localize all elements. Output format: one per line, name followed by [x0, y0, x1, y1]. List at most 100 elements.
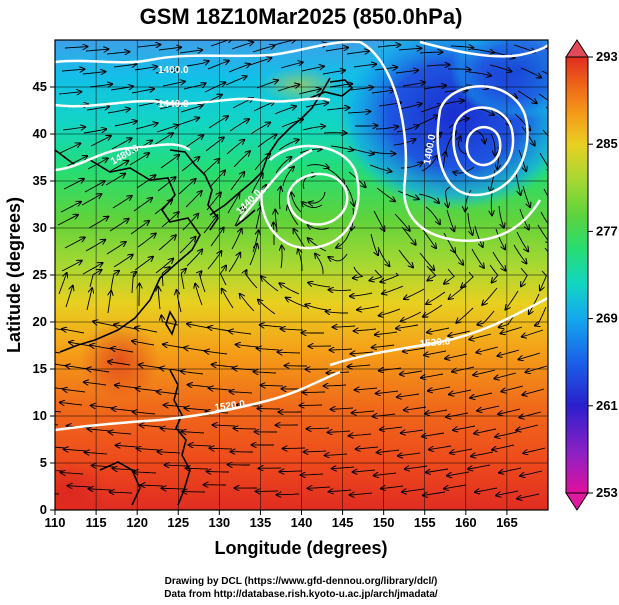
streamline: [307, 428, 330, 429]
streamline: [517, 493, 540, 499]
streamline: [419, 252, 434, 270]
y-tick-label: 5: [40, 455, 47, 470]
streamline: [88, 217, 108, 229]
y-tick-label: 25: [33, 267, 47, 282]
streamline: [298, 249, 303, 271]
streamline: [113, 64, 136, 67]
streamline: [134, 257, 153, 271]
streamline: [499, 467, 522, 473]
x-tick-label: 165: [496, 515, 518, 530]
y-tick-label: 15: [33, 361, 47, 376]
streamline: [405, 466, 428, 469]
streamline: [254, 372, 277, 373]
streamline: [369, 164, 391, 172]
streamline: [492, 251, 506, 271]
streamline: [417, 116, 438, 126]
streamline: [444, 268, 455, 284]
streamline: [540, 270, 547, 290]
streamline: [202, 159, 219, 175]
streamline: [446, 186, 450, 207]
streamline: [543, 188, 548, 198]
streamline: [351, 148, 374, 154]
streamline: [281, 246, 282, 269]
streamline: [90, 345, 113, 350]
colorbar-ticks: 293 285 277 269 261 253: [588, 49, 618, 500]
streamline: [300, 405, 323, 406]
streamline: [355, 388, 378, 390]
streamline: [133, 198, 152, 212]
streamline: [68, 486, 91, 487]
streamline: [422, 229, 436, 248]
streamline: [404, 288, 425, 299]
streamline: [82, 263, 103, 275]
streamline: [158, 47, 181, 50]
streamline: [91, 406, 114, 409]
streamline: [473, 369, 496, 375]
streamline: [402, 82, 425, 87]
streamline: [492, 444, 515, 450]
streamline: [108, 291, 111, 314]
streamline: [132, 341, 155, 346]
streamline: [516, 231, 528, 251]
streamline: [357, 305, 380, 310]
streamline: [58, 92, 81, 94]
streamline: [526, 365, 548, 372]
streamline: [498, 408, 521, 414]
streamline: [108, 362, 131, 366]
streamline: [90, 136, 111, 147]
streamline: [516, 424, 539, 430]
streamline: [219, 266, 227, 286]
streamline: [141, 485, 164, 486]
streamline: [421, 155, 438, 172]
streamline: [233, 368, 256, 370]
streamline: [377, 450, 400, 453]
streamline: [65, 286, 73, 308]
streamline: [332, 467, 355, 469]
streamline: [418, 193, 439, 203]
streamline: [371, 90, 394, 93]
y-tick-label: 40: [33, 126, 47, 141]
streamline: [325, 48, 348, 52]
streamline: [158, 235, 176, 251]
x-tick-label: 120: [126, 515, 148, 530]
streamline: [186, 61, 209, 67]
streamline: [475, 487, 498, 492]
streamline: [324, 385, 347, 386]
streamline: [422, 432, 445, 437]
colorbar-tick-label: 293: [596, 49, 618, 64]
contour-low-east-outer: [436, 85, 529, 197]
streamline: [185, 191, 202, 208]
streamline: [249, 244, 257, 266]
contour-low-west-outer: [260, 144, 360, 250]
streamline: [353, 266, 364, 278]
streamline: [468, 464, 491, 469]
streamline: [87, 369, 110, 373]
streamline: [130, 221, 149, 235]
colorbar-gradient: [565, 56, 589, 494]
streamline: [229, 119, 249, 132]
streamline: [184, 135, 203, 149]
streamline: [139, 284, 140, 306]
streamline: [114, 121, 137, 127]
streamline: [327, 168, 344, 184]
streamline: [278, 352, 301, 353]
streamline: [182, 432, 205, 433]
streamline: [356, 447, 379, 449]
streamline: [302, 126, 325, 131]
streamline: [469, 333, 492, 340]
x-tick-label: 125: [167, 515, 189, 530]
streamline: [330, 145, 353, 150]
streamline: [62, 127, 85, 130]
streamline: [203, 215, 217, 234]
streamline: [291, 192, 302, 213]
contour-1480-west: [55, 143, 191, 172]
y-axis-ticks: 0 5 10 15 20 25 30 35 40 45: [33, 79, 55, 517]
streamline: [501, 326, 523, 333]
credit-data: Data from http://database.rish.kyoto-u.a…: [164, 589, 438, 600]
contour-label-1400-east: 1400.0: [422, 133, 438, 165]
x-tick-label: 155: [414, 515, 436, 530]
streamline: [260, 325, 283, 327]
streamline: [308, 225, 330, 229]
streamline: [86, 107, 109, 111]
streamline: [116, 445, 139, 447]
